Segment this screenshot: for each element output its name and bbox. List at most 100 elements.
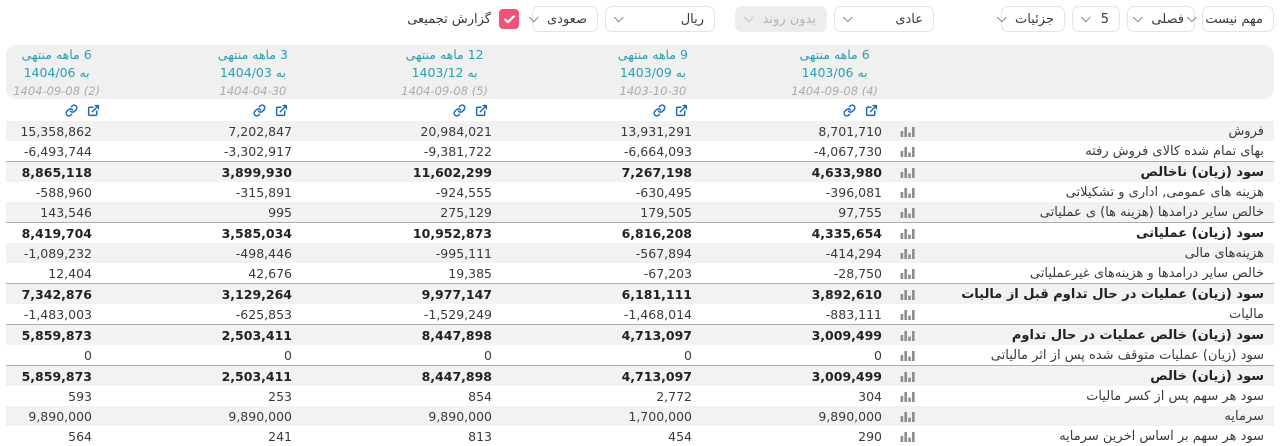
table-row: سود (زیان) عملیات در حال تداوم قبل از ما… (6, 283, 1274, 304)
period-title-line2: به 1403/09 (619, 64, 686, 80)
value-cell: -625,853 (235, 306, 292, 322)
period-title: 6 ماهه منتهی (799, 47, 870, 62)
value-cell: 454 (668, 428, 692, 444)
link-icon[interactable] (253, 103, 266, 117)
external-link-icon[interactable] (675, 104, 688, 117)
value-cell: -498,446 (235, 245, 292, 261)
bar-chart-icon[interactable] (892, 267, 922, 279)
period-title-line2: به 1404/03 (219, 64, 286, 80)
table-row: سود هر سهم پس از کسر مالیات 304 2,772 854 25… (6, 386, 1274, 406)
value-cell: 3,009,499 (811, 327, 882, 343)
value-cell: 3,892,610 (811, 286, 882, 302)
row-label: سود هر سهم پس از کسر مالیات (1086, 388, 1264, 404)
dropdown-display-mode[interactable]: عادی (834, 6, 934, 32)
bar-chart-icon[interactable] (892, 410, 922, 422)
external-link-icon[interactable] (275, 104, 288, 117)
bar-chart-icon[interactable] (892, 206, 922, 218)
dropdown-period-type[interactable]: فصلی (1127, 6, 1195, 32)
value-cell: 3,899,930 (221, 164, 292, 180)
value-cell: 995 (268, 204, 292, 220)
bar-chart-icon[interactable] (892, 247, 922, 259)
value-cell: -1,529,249 (423, 306, 492, 322)
financial-table: 6 ماهه منتهی به 1403/06 1404-09-08 (4) 9 ما… (6, 45, 1274, 446)
value-cell: 0 (484, 347, 492, 363)
period-links (453, 103, 488, 117)
value-cell: 2,503,411 (221, 368, 292, 384)
row-label: سود (زیان) عملیات متوقف شده پس از اثر ما… (990, 347, 1264, 363)
link-icon[interactable] (653, 103, 666, 117)
toolbar: مهم نیست فصلی 5 جزئیات عادی بدون روند ریال صعود… (6, 5, 1274, 33)
value-cell: -9,381,722 (423, 143, 492, 159)
bar-chart-icon[interactable] (892, 349, 922, 361)
value-cell: -414,294 (825, 245, 882, 261)
row-label: هزینه های عمومی, اداری و تشکیلاتی (1065, 184, 1264, 200)
value-cell: -4,067,730 (813, 143, 882, 159)
value-cell: 12,404 (48, 265, 92, 281)
dropdown-importance[interactable]: مهم نیست (1187, 6, 1274, 32)
dropdown-period-count[interactable]: 5 (1072, 6, 1120, 32)
dropdown-detail-level[interactable]: جزئیات (996, 6, 1065, 32)
period-column-header-text: 9 ماهه منتهی به 1403/09 1403-10-30 (618, 46, 688, 98)
dropdown-sort-order-label: صعودی (547, 11, 587, 27)
period-title: 3 ماهه منتهی (217, 47, 288, 62)
bar-chart-icon[interactable] (892, 390, 922, 402)
external-link-icon[interactable] (475, 104, 488, 117)
period-title: 12 ماهه منتهی (405, 47, 484, 62)
value-cell: 0 (284, 347, 292, 363)
bar-chart-icon[interactable] (892, 227, 922, 239)
period-links-cell (302, 103, 502, 117)
value-cell: -6,664,093 (623, 143, 692, 159)
period-links-cell (6, 103, 102, 117)
bar-chart-icon[interactable] (892, 166, 922, 178)
value-cell: 2,772 (656, 388, 692, 404)
link-icon[interactable] (453, 103, 466, 117)
value-cell: 15,358,862 (20, 123, 92, 139)
bar-chart-icon[interactable] (892, 430, 922, 442)
value-cell: 6,816,208 (621, 225, 692, 241)
bar-chart-icon[interactable] (892, 308, 922, 320)
bar-chart-icon[interactable] (892, 186, 922, 198)
bar-chart-icon[interactable] (892, 125, 922, 137)
table-row: هزینه‌های مالی -414,294 -567,894 -995,111 -4… (6, 243, 1274, 263)
value-cell: 0 (84, 347, 92, 363)
external-link-icon[interactable] (87, 104, 100, 117)
value-cell: 4,335,654 (811, 225, 882, 241)
report-date: 1404-04-30 (219, 84, 287, 98)
value-cell: 8,701,710 (818, 123, 882, 139)
period-links-cell (702, 103, 892, 117)
bar-chart-icon[interactable] (892, 329, 922, 341)
value-cell: -28,750 (833, 265, 882, 281)
value-cell: 8,865,118 (21, 164, 92, 180)
table-row: سود (زیان) عملیات متوقف شده پس از اثر ما… (6, 345, 1274, 365)
bar-chart-icon[interactable] (892, 370, 922, 382)
row-label: سود هر سهم بر اساس آخرین سرمایه (1059, 428, 1264, 444)
row-label: سود (زیان) خالص عملیات در حال تداوم (1011, 327, 1264, 343)
checkbox-checked-icon[interactable] (499, 9, 519, 29)
period-column-header: 12 ماهه منتهی به 1403/12 1404-09-08 (5) (302, 46, 502, 98)
link-icon[interactable] (65, 103, 78, 117)
value-cell: 11,602,299 (412, 164, 492, 180)
bar-chart-icon[interactable] (892, 288, 922, 300)
external-link-icon[interactable] (865, 104, 878, 117)
aggregated-report-toggle[interactable]: گزارش تجمیعی (407, 9, 519, 29)
row-label: خالص سایر درآمدها و هزینه‌های غیرعملیاتی (1029, 265, 1264, 281)
period-links (253, 103, 288, 117)
value-cell: 593 (68, 388, 92, 404)
table-row: سود (زیان) خالص 3,009,499 4,713,097 8,447,8… (6, 365, 1274, 386)
value-cell: 9,890,000 (28, 408, 92, 424)
value-cell: 241 (268, 428, 292, 444)
chevron-down-icon (1133, 11, 1144, 22)
link-icon[interactable] (843, 103, 856, 117)
value-cell: 179,505 (640, 204, 692, 220)
dropdown-sort-order[interactable]: صعودی (528, 6, 598, 32)
value-cell: -1,468,014 (623, 306, 692, 322)
dropdown-currency[interactable]: ریال (605, 6, 715, 32)
value-cell: 0 (684, 347, 692, 363)
bar-chart-icon[interactable] (892, 145, 922, 157)
dropdown-importance-label: مهم نیست (1205, 11, 1263, 27)
row-label: فروش (1228, 123, 1264, 139)
row-label: هزینه‌های مالی (1184, 245, 1264, 261)
table-row: بهای تمام شده کالای فروش رفته -4,067,730 -… (6, 141, 1274, 161)
value-cell: 6,181,111 (621, 286, 692, 302)
